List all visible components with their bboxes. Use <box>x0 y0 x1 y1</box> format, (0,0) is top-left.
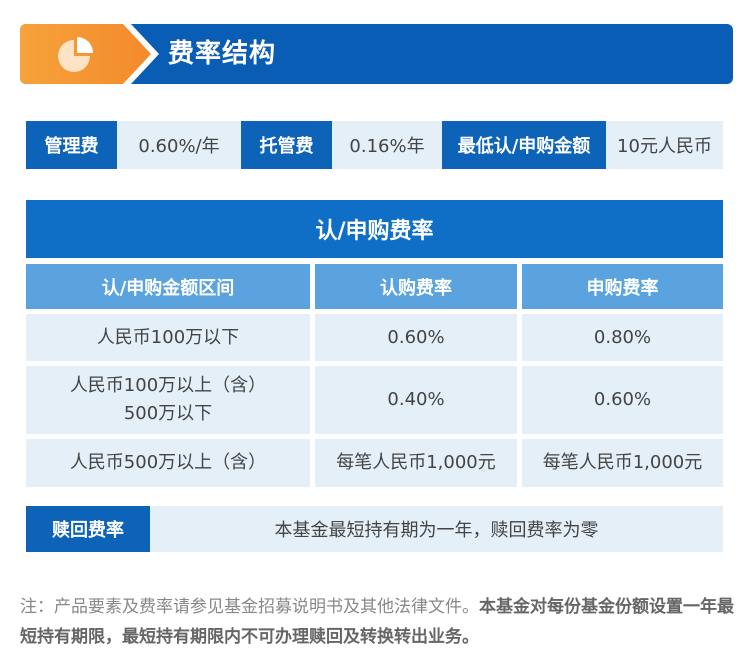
fee-info-row: 管理费 0.60%/年 托管费 0.16%年 最低认/申购金额 10元人民币 <box>26 121 723 169</box>
table-cell-range: 人民币100万以上（含） 500万以下 <box>26 366 310 434</box>
column-header-range: 认/申购金额区间 <box>26 264 310 309</box>
rate-table-grid: 认/申购金额区间 认购费率 申购费率 人民币100万以下 0.60% 0.80%… <box>26 264 723 487</box>
section-title: 费率结构 <box>168 39 277 69</box>
min-purchase-value: 10元人民币 <box>606 121 723 169</box>
footnote-bold: 本基金对每份基金份额设置一年最短持有期限，最短持有期限内不可办理赎回及转换转出业… <box>20 597 734 647</box>
redemption-rate-value: 本基金最短持有期为一年，赎回费率为零 <box>150 506 723 552</box>
rate-table-title: 认/申购费率 <box>26 200 723 258</box>
redemption-rate-row: 赎回费率 本基金最短持有期为一年，赎回费率为零 <box>26 506 723 552</box>
management-fee-label: 管理费 <box>26 121 117 169</box>
subscription-rate-table: 认/申购费率 认/申购金额区间 认购费率 申购费率 人民币100万以下 0.60… <box>26 200 723 487</box>
min-purchase-label: 最低认/申购金额 <box>442 121 606 169</box>
management-fee-value: 0.60%/年 <box>117 121 241 169</box>
column-header-subscribe: 认购费率 <box>315 264 517 309</box>
table-cell-subscribe: 每笔人民币1,000元 <box>315 439 517 487</box>
table-cell-subscribe: 0.60% <box>315 314 517 361</box>
custody-fee-value: 0.16%年 <box>332 121 442 169</box>
redemption-rate-label: 赎回费率 <box>26 506 150 552</box>
table-cell-purchase: 每笔人民币1,000元 <box>522 439 723 487</box>
table-cell-range: 人民币100万以下 <box>26 314 310 361</box>
table-cell-subscribe: 0.40% <box>315 366 517 434</box>
footnote-normal: 注：产品要素及费率请参见基金招募说明书及其他法律文件。 <box>20 597 479 617</box>
pie-chart-icon <box>58 37 93 72</box>
table-cell-purchase: 0.60% <box>522 366 723 434</box>
custody-fee-label: 托管费 <box>241 121 332 169</box>
table-cell-purchase: 0.80% <box>522 314 723 361</box>
column-header-purchase: 申购费率 <box>522 264 723 309</box>
table-cell-range: 人民币500万以上（含） <box>26 439 310 487</box>
section-header: 费率结构 <box>20 24 733 84</box>
footnote: 注：产品要素及费率请参见基金招募说明书及其他法律文件。本基金对每份基金份额设置一… <box>20 592 734 652</box>
